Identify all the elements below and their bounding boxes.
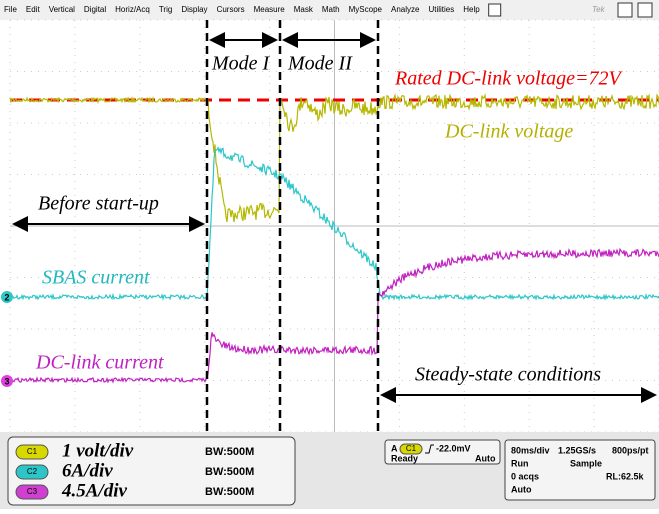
- menu-item[interactable]: MyScope: [349, 5, 383, 14]
- run-state: Run: [511, 458, 529, 468]
- annotation: Rated DC-link voltage=72V: [394, 68, 623, 90]
- menu-item[interactable]: File: [4, 5, 17, 14]
- sample-rate: 1.25GS/s: [558, 445, 596, 455]
- page: File Edit Vertical Digital Horiz/Acq Trig Disp…: [0, 0, 659, 509]
- trigger-mode: Auto: [475, 453, 496, 463]
- menu-item[interactable]: Edit: [26, 5, 41, 14]
- record-length: RL:62.5k: [606, 471, 645, 481]
- trigger-source-type: A: [391, 443, 398, 453]
- annotation: Mode II: [287, 53, 353, 75]
- trigger-level: -22.0mV: [436, 443, 471, 453]
- channel-badge-label: C3: [27, 487, 38, 496]
- annotation: DC-link current: [35, 352, 164, 374]
- channel-badge-label: C2: [27, 467, 38, 476]
- trigger-state: Ready: [391, 453, 418, 463]
- menu-item[interactable]: Cursors: [217, 5, 245, 14]
- acq-mode: Sample: [570, 458, 602, 468]
- menu-item[interactable]: Help: [463, 5, 480, 14]
- annotation: DC-link voltage: [444, 121, 573, 143]
- close-button[interactable]: [638, 3, 652, 17]
- annotation: SBAS current: [42, 267, 150, 289]
- trigger-mode: Auto: [511, 484, 532, 494]
- channel-bandwidth: BW:500M: [205, 486, 254, 498]
- menu-item[interactable]: Horiz/Acq: [115, 5, 150, 14]
- channel-badge-label: C1: [27, 447, 38, 456]
- channel-marker-label: 2: [4, 292, 9, 302]
- channel-marker-label: 3: [4, 376, 9, 386]
- menu-item[interactable]: Digital: [84, 5, 106, 14]
- timebase: 80ms/div: [511, 445, 550, 455]
- channel-scale: 1 volt/div: [62, 440, 134, 461]
- menu-item[interactable]: Measure: [254, 5, 286, 14]
- menu-item[interactable]: Mask: [294, 5, 314, 14]
- menu-item[interactable]: Display: [181, 5, 207, 14]
- menu-item[interactable]: Math: [322, 5, 340, 14]
- channel-bandwidth: BW:500M: [205, 466, 254, 478]
- menu-item[interactable]: Analyze: [391, 5, 420, 14]
- menu-item[interactable]: Utilities: [428, 5, 454, 14]
- acq-count: 0 acqs: [511, 471, 539, 481]
- minimize-button[interactable]: [618, 3, 632, 17]
- menu-item[interactable]: Trig: [159, 5, 172, 14]
- menu-dropdown[interactable]: [489, 4, 501, 16]
- trigger-source: C1: [406, 444, 417, 453]
- brand: Tek: [592, 5, 606, 14]
- annotation: Steady-state conditions: [415, 364, 601, 386]
- resolution: 800ps/pt: [612, 445, 649, 455]
- oscilloscope: File Edit Vertical Digital Horiz/Acq Trig Disp…: [0, 0, 659, 509]
- annotation: Mode I: [211, 53, 271, 75]
- menu-item[interactable]: Vertical: [49, 5, 75, 14]
- channel-bandwidth: BW:500M: [205, 446, 254, 458]
- annotation: Before start-up: [38, 193, 159, 215]
- channel-scale: 4.5A/div: [61, 480, 127, 501]
- channel-scale: 6A/div: [62, 460, 113, 481]
